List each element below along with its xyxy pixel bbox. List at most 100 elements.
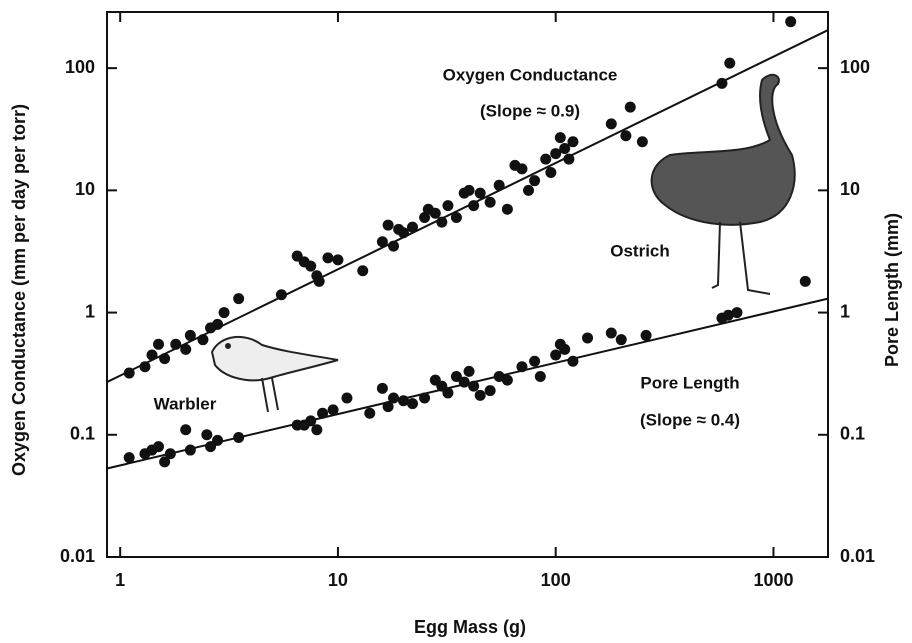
annotation: Pore Length	[640, 373, 739, 392]
y-tick-label: 0.1	[70, 424, 95, 444]
data-point	[559, 344, 570, 355]
data-point	[567, 356, 578, 367]
data-point	[475, 188, 486, 199]
data-point	[212, 435, 223, 446]
data-point	[620, 130, 631, 141]
y-tick-label: 1	[85, 301, 95, 321]
data-point	[430, 208, 441, 219]
data-point	[563, 154, 574, 165]
annotation: Ostrich	[610, 241, 670, 260]
data-point	[468, 381, 479, 392]
data-point	[641, 330, 652, 341]
data-point	[625, 102, 636, 113]
data-point	[197, 334, 208, 345]
data-point	[606, 118, 617, 129]
y-axis-title: Oxygen Conductance (mm per day per torr)	[9, 104, 29, 476]
y-tick-label: 100	[65, 57, 95, 77]
data-point	[436, 217, 447, 228]
data-point	[146, 349, 157, 360]
data-point	[383, 220, 394, 231]
data-point	[185, 445, 196, 456]
y2-axis-title: Pore Length (mm)	[882, 213, 902, 367]
data-point	[442, 200, 453, 211]
data-point	[516, 361, 527, 372]
data-point	[529, 175, 540, 186]
data-point	[170, 339, 181, 350]
data-point	[153, 339, 164, 350]
data-point	[516, 163, 527, 174]
data-point	[523, 185, 534, 196]
data-point	[540, 154, 551, 165]
data-point	[716, 78, 727, 89]
data-point	[419, 392, 430, 403]
data-point	[485, 385, 496, 396]
plot-frame	[107, 12, 828, 557]
data-point	[388, 241, 399, 252]
data-point	[555, 132, 566, 143]
x-tick-label: 10	[328, 570, 348, 590]
data-point	[407, 222, 418, 233]
data-point	[317, 408, 328, 419]
data-point	[180, 344, 191, 355]
data-point	[451, 212, 462, 223]
y2-tick-label: 0.1	[840, 424, 865, 444]
data-point	[637, 136, 648, 147]
data-point	[311, 424, 322, 435]
data-point	[212, 319, 223, 330]
data-point	[545, 167, 556, 178]
annotation: (Slope ≈ 0.4)	[640, 410, 740, 429]
y2-tick-label: 10	[840, 179, 860, 199]
y2-tick-label: 100	[840, 57, 870, 77]
data-point	[606, 328, 617, 339]
y2-tick-label: 0.01	[840, 546, 875, 566]
data-point	[377, 236, 388, 247]
x-tick-label: 100	[541, 570, 571, 590]
data-point	[185, 330, 196, 341]
chart: Egg Mass (g) Oxygen Conductance (mm per …	[0, 0, 912, 643]
data-point	[305, 261, 316, 272]
data-point	[124, 368, 135, 379]
data-point	[464, 366, 475, 377]
x-tick-label: 1000	[753, 570, 793, 590]
data-point	[165, 448, 176, 459]
data-point	[377, 383, 388, 394]
data-point	[180, 424, 191, 435]
data-point	[502, 375, 513, 386]
data-point	[475, 390, 486, 401]
data-point	[233, 432, 244, 443]
data-point	[582, 332, 593, 343]
data-point	[407, 398, 418, 409]
data-point	[388, 392, 399, 403]
data-point	[442, 387, 453, 398]
data-point	[328, 404, 339, 415]
data-point	[201, 429, 212, 440]
data-point	[800, 276, 811, 287]
data-point	[724, 58, 735, 69]
y-tick-label: 0.01	[60, 546, 95, 566]
warbler-illustration	[212, 337, 338, 412]
ostrich-illustration	[652, 75, 795, 294]
data-point	[332, 254, 343, 265]
data-point	[616, 334, 627, 345]
data-point	[464, 185, 475, 196]
data-point	[233, 293, 244, 304]
y-tick-label: 10	[75, 179, 95, 199]
data-point	[276, 289, 287, 300]
annotation: (Slope ≈ 0.9)	[480, 101, 580, 120]
annotation: Oxygen Conductance	[443, 65, 618, 84]
data-point	[535, 371, 546, 382]
annotation: Warbler	[154, 394, 217, 413]
data-point	[159, 353, 170, 364]
x-axis-title: Egg Mass (g)	[414, 617, 526, 637]
data-point	[364, 408, 375, 419]
y2-tick-label: 1	[840, 301, 850, 321]
data-point	[124, 452, 135, 463]
data-point	[314, 276, 325, 287]
data-point	[459, 377, 470, 388]
data-point	[153, 441, 164, 452]
data-point	[494, 180, 505, 191]
data-point	[357, 265, 368, 276]
data-point	[567, 136, 578, 147]
data-point	[341, 392, 352, 403]
data-point	[731, 307, 742, 318]
